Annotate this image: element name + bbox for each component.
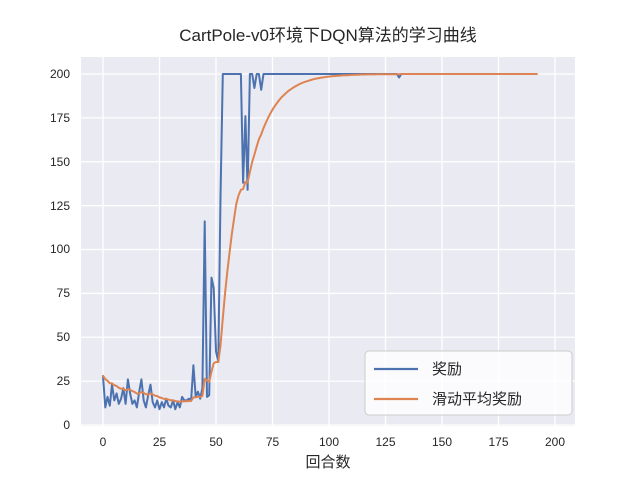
y-tick: 100 xyxy=(50,242,70,256)
legend-label-reward: 奖励 xyxy=(432,361,462,378)
x-axis-tick-labels: 0 25 50 75 100 125 150 175 200 xyxy=(100,435,566,449)
y-tick: 25 xyxy=(57,374,71,388)
x-axis-label: 回合数 xyxy=(305,454,350,471)
chart-title: CartPole-v0环境下DQN算法的学习曲线 xyxy=(179,26,477,45)
y-tick: 175 xyxy=(50,111,70,125)
y-tick: 125 xyxy=(50,199,70,213)
x-tick: 125 xyxy=(375,435,395,449)
x-tick: 50 xyxy=(209,435,223,449)
y-tick: 50 xyxy=(57,330,71,344)
y-tick: 200 xyxy=(50,67,70,81)
x-tick: 25 xyxy=(153,435,167,449)
x-tick: 150 xyxy=(432,435,452,449)
y-axis-tick-labels: 0 25 50 75 100 125 150 175 200 xyxy=(50,67,70,432)
y-tick: 0 xyxy=(63,418,70,432)
x-tick: 75 xyxy=(266,435,280,449)
legend: 奖励 滑动平均奖励 xyxy=(364,350,573,416)
x-tick: 100 xyxy=(319,435,339,449)
series-lines xyxy=(102,73,538,411)
x-tick: 0 xyxy=(100,435,107,449)
y-tick: 150 xyxy=(50,155,70,169)
y-tick: 75 xyxy=(57,286,71,300)
legend-label-moving-average: 滑动平均奖励 xyxy=(432,391,522,408)
x-tick: 175 xyxy=(488,435,508,449)
moving-average-line xyxy=(102,73,538,403)
x-tick: 200 xyxy=(545,435,565,449)
